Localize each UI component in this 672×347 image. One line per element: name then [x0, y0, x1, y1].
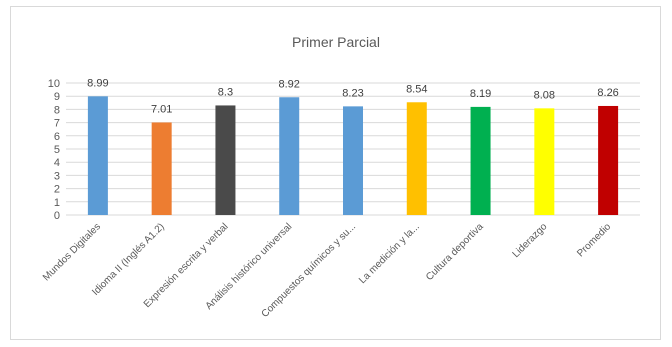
category-label: Cultura deportiva [424, 221, 486, 283]
y-tick-label: 5 [54, 144, 60, 156]
y-tick-label: 1 [54, 197, 60, 209]
data-label: 8.19 [470, 88, 491, 100]
category-label: Promedio [575, 221, 613, 259]
y-tick-label: 8 [54, 104, 60, 116]
data-label: 8.92 [279, 78, 300, 90]
data-labels: 8.99 7.01 8.3 8.92 8.23 8.54 8.19 8.08 8.26 [87, 77, 619, 115]
y-tick-label: 4 [54, 157, 60, 169]
bar [215, 105, 236, 215]
data-label: 8.26 [597, 87, 618, 99]
y-tick-label: 2 [54, 184, 60, 196]
y-tick-label: 9 [54, 91, 60, 103]
data-label: 8.23 [342, 87, 363, 99]
bar [343, 106, 363, 215]
y-tick-label: 6 [54, 131, 60, 143]
data-label: 7.01 [151, 103, 172, 115]
bar [406, 102, 427, 215]
bar [470, 106, 491, 215]
category-label: Liderazgo [511, 221, 550, 260]
data-label: 8.3 [218, 86, 233, 98]
data-label: 8.99 [87, 77, 108, 89]
bar [279, 97, 300, 215]
bars [87, 96, 619, 215]
category-label: La medición y la... [357, 221, 422, 286]
data-label: 8.08 [534, 89, 555, 101]
data-label: 8.54 [406, 83, 427, 95]
category-label: Mundos Digitales [41, 221, 103, 283]
y-tick-label: 7 [54, 118, 60, 130]
y-tick-label: 0 [54, 210, 60, 222]
bar [87, 96, 108, 215]
bar [534, 108, 555, 215]
y-tick-label: 3 [54, 170, 60, 182]
bar [151, 122, 172, 215]
category-label: Idioma II (Inglés A1.2) [90, 221, 167, 298]
bar [598, 105, 619, 215]
y-tick-label: 10 [48, 78, 60, 90]
chart-title: Primer Parcial [292, 34, 380, 50]
